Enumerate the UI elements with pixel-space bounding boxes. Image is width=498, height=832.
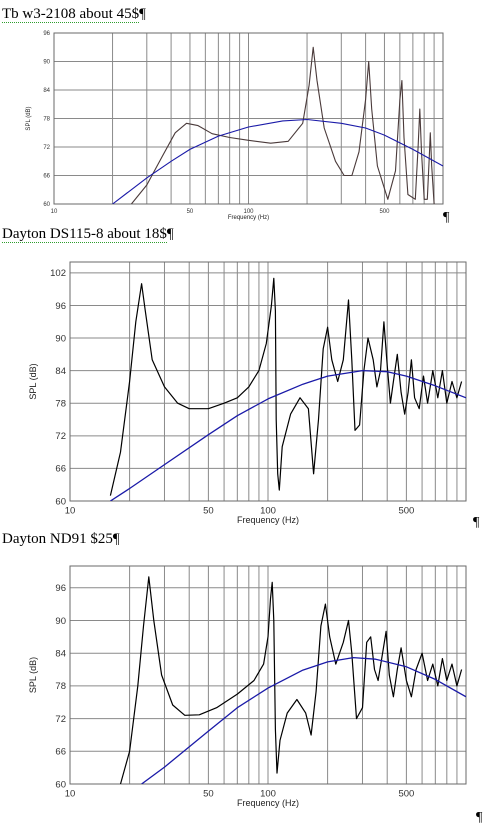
chart-1-grid (54, 33, 443, 204)
y-tick-label: 78 (43, 117, 50, 123)
x-axis-label: Frequency (Hz) (228, 215, 269, 221)
y-tick-label: 78 (55, 681, 66, 692)
y-tick-label: 96 (55, 583, 66, 594)
chart-2-grid (70, 262, 466, 501)
y-tick-label: 90 (43, 60, 50, 66)
y-tick-label: 60 (55, 496, 66, 507)
x-tick-label: 50 (203, 789, 214, 800)
x-tick-label: 100 (260, 789, 276, 800)
y-axis-label: SPL (dB) (26, 106, 32, 130)
chart-1-heading: Tb w3-2108 about 45$¶ (2, 6, 146, 23)
chart-1-frame (53, 32, 444, 205)
x-tick-label: 10 (65, 789, 76, 800)
y-tick-label: 60 (55, 779, 66, 790)
measured-response-line (109, 277, 463, 496)
y-tick-label: 66 (43, 174, 50, 180)
y-tick-label: 72 (55, 714, 66, 725)
y-tick-label: 60 (43, 202, 50, 208)
chart-2-frame (69, 261, 467, 502)
measured-response-line (119, 576, 463, 784)
chart-3-heading-pilcrow: ¶ (112, 531, 120, 547)
chart-1-heading-pilcrow: ¶ (139, 6, 146, 22)
x-tick-label: 500 (398, 789, 414, 800)
y-tick-label: 66 (55, 464, 66, 475)
smoothed-response-line (141, 656, 466, 784)
y-tick-label: 90 (55, 616, 66, 627)
y-axis-label: SPL (dB) (28, 363, 38, 399)
y-tick-label: 96 (55, 301, 66, 312)
x-axis-label: Frequency (Hz) (237, 798, 299, 808)
x-tick-label: 100 (260, 506, 276, 517)
smoothed-response-line (110, 369, 466, 501)
y-tick-label: 90 (55, 333, 66, 344)
y-tick-label: 78 (55, 399, 66, 410)
y-tick-label: 96 (43, 31, 50, 37)
chart-2-heading-pilcrow: ¶ (166, 226, 174, 242)
chart-2-heading: Dayton DS115-8 about 18$¶ (2, 226, 174, 243)
x-tick-label: 50 (203, 506, 214, 517)
x-axis-label: Frequency (Hz) (237, 515, 299, 525)
x-tick-label: 500 (398, 506, 414, 517)
chart-3-heading-text: Dayton ND91 $25 (2, 531, 113, 547)
chart-1-heading-text: Tb w3-2108 about 45$ (2, 6, 140, 23)
chart-1-paragraph-mark: ¶ (443, 210, 450, 225)
y-tick-label: 72 (43, 145, 50, 151)
smoothed-response-line (112, 118, 443, 204)
x-tick-label: 10 (65, 506, 76, 517)
chart-3-grid (70, 566, 466, 784)
x-tick-label: 50 (187, 209, 194, 215)
y-tick-label: 72 (55, 431, 66, 442)
chart-3-paragraph-mark: ¶ (476, 810, 483, 825)
chart-3-frame (69, 565, 467, 785)
chart-2-heading-text: Dayton DS115-8 about 18$ (2, 226, 167, 243)
y-tick-label: 84 (43, 88, 50, 94)
chart-2-paragraph-mark: ¶ (473, 515, 480, 530)
x-tick-label: 100 (243, 209, 254, 215)
y-tick-label: 84 (55, 649, 66, 660)
y-axis-label: SPL (dB) (28, 657, 38, 693)
y-tick-label: 66 (55, 747, 66, 758)
x-tick-label: 500 (379, 209, 390, 215)
y-tick-label: 84 (55, 366, 66, 377)
chart-3-heading: Dayton ND91 $25¶ (2, 531, 120, 548)
x-tick-label: 10 (51, 209, 58, 215)
y-tick-label: 102 (50, 268, 66, 279)
